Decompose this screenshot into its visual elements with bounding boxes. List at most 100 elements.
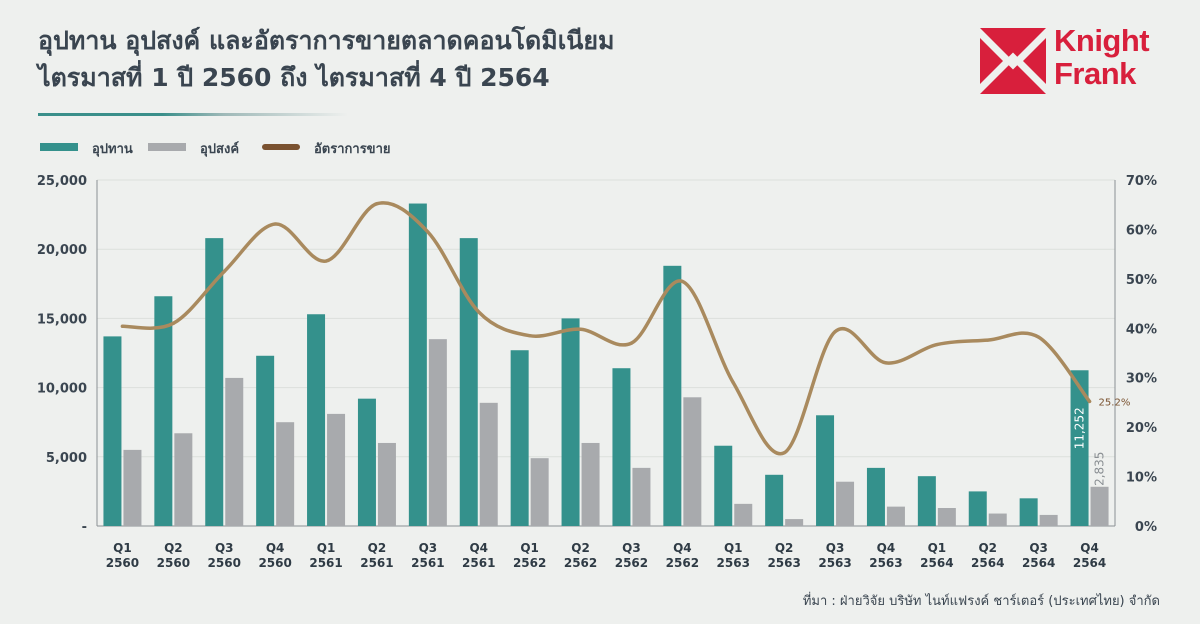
legend-swatch-demand	[148, 143, 186, 151]
x-tick-label-year: 2562	[666, 556, 699, 570]
x-tick-label-quarter: Q4	[266, 541, 285, 555]
source-note: ที่มา : ฝ่ายวิจัย บริษัท ไนท์แฟรงค์ ชาร์…	[802, 594, 1160, 609]
bar-demand	[225, 377, 244, 526]
bar-demand	[530, 458, 549, 526]
knight-frank-logo-text: Knight Frank	[1054, 23, 1150, 90]
x-tick-label-quarter: Q4	[1080, 541, 1099, 555]
y-right-tick-label: 30%	[1126, 372, 1157, 387]
x-tick-label-year: 2564	[920, 556, 953, 570]
knight-frank-logo: Knight Frank	[980, 23, 1170, 98]
bar-supply	[256, 355, 275, 526]
y-right-tick-label: 0%	[1135, 520, 1157, 535]
x-tick-label-quarter: Q3	[215, 541, 234, 555]
y-left-tick-label: 20,000	[37, 243, 87, 258]
point-sales-rate	[477, 310, 481, 314]
legend-swatch-supply	[40, 143, 78, 151]
x-tick-label-year: 2561	[309, 556, 342, 570]
x-tick-label-year: 2563	[767, 556, 800, 570]
title-underline	[38, 113, 348, 116]
x-tick-label-year: 2563	[717, 556, 750, 570]
x-tick-label-quarter: Q4	[469, 541, 488, 555]
point-sales-rate	[222, 269, 226, 274]
x-tick-label-year: 2561	[360, 556, 393, 570]
bar-supply	[561, 318, 580, 526]
y-right-tick-label: 60%	[1126, 223, 1157, 238]
bar-demand	[1090, 486, 1109, 526]
point-sales-rate	[273, 222, 277, 226]
bar-supply	[663, 265, 682, 526]
point-sales-rate	[935, 342, 939, 347]
y-left-tick-label: 5,000	[46, 451, 87, 466]
point-sales-rate	[629, 341, 634, 345]
bar-demand	[988, 513, 1007, 526]
point-sales-rate	[375, 202, 379, 206]
x-tick-label-quarter: Q4	[673, 541, 692, 555]
y-right-tick-label: 40%	[1126, 322, 1157, 337]
x-tick-label-quarter: Q1	[317, 541, 336, 555]
x-tick-label-year: 2562	[564, 556, 597, 570]
point-sales-rate	[120, 324, 125, 328]
bar-supply	[459, 238, 478, 527]
y-left-tick-label: 15,000	[37, 312, 87, 327]
x-tick-label-year: 2563	[818, 556, 851, 570]
point-sales-rate	[578, 327, 583, 331]
x-tick-label-quarter: Q2	[978, 541, 997, 555]
bar-demand	[632, 467, 651, 526]
logo-line1: Knight	[1054, 23, 1150, 58]
bar-demand	[937, 508, 956, 526]
x-tick-label-year: 2561	[411, 556, 444, 570]
bar-supply	[714, 445, 733, 526]
bar-demand	[123, 449, 142, 526]
legend-swatch-rate	[262, 144, 300, 150]
point-sales-rate	[1087, 399, 1092, 404]
y-right-tick-label: 50%	[1126, 273, 1157, 288]
bar-supply	[1070, 370, 1089, 526]
bar-supply	[866, 467, 885, 526]
x-tick-label-year: 2564	[1073, 556, 1106, 570]
bar-demand	[836, 481, 855, 526]
bar-demand	[327, 413, 346, 526]
bar-supply	[307, 314, 326, 526]
bar-supply	[816, 415, 835, 526]
bar-supply	[765, 474, 784, 526]
bar-demand	[479, 402, 498, 526]
bar-supply	[357, 398, 376, 526]
bar-supply	[408, 203, 427, 526]
x-tick-label-quarter: Q2	[164, 541, 183, 555]
y-left-tick-label: 10,000	[37, 382, 87, 397]
x-tick-label-year: 2560	[106, 556, 139, 570]
x-tick-label-year: 2564	[1022, 556, 1055, 570]
x-tick-label-year: 2560	[258, 556, 291, 570]
x-tick-label-quarter: Q2	[571, 541, 590, 555]
x-tick-label-quarter: Q2	[368, 541, 387, 555]
x-tick-label-quarter: Q1	[113, 541, 132, 555]
point-sales-rate	[528, 334, 532, 338]
y-left-tick-label: -	[82, 520, 87, 535]
y-left-tick-label: 25,000	[37, 174, 87, 189]
legend-label-supply: อุปทาน	[92, 142, 133, 157]
data-label-demand-last: 2,835	[1093, 452, 1107, 486]
x-tick-label-quarter: Q1	[928, 541, 947, 555]
bar-supply	[103, 336, 122, 526]
point-sales-rate	[680, 279, 684, 283]
bar-demand	[174, 433, 193, 526]
y-right-tick-label: 10%	[1126, 471, 1157, 486]
point-sales-rate	[171, 321, 175, 325]
x-tick-label-quarter: Q3	[419, 541, 438, 555]
x-tick-label-year: 2561	[462, 556, 495, 570]
x-tick-label-quarter: Q3	[622, 541, 641, 555]
x-tick-label-quarter: Q3	[826, 541, 845, 555]
point-sales-rate	[833, 330, 837, 334]
chart-title-line1: อุปทาน อุปสงค์ และอัตราการขายตลาดคอนโดมิ…	[38, 26, 615, 55]
bar-supply	[612, 368, 631, 526]
bar-demand	[886, 506, 905, 526]
x-tick-label-quarter: Q3	[1029, 541, 1048, 555]
legend-label-demand: อุปสงค์	[200, 142, 240, 157]
bar-demand	[581, 442, 600, 526]
bar-demand	[785, 519, 804, 526]
x-tick-label-year: 2562	[513, 556, 546, 570]
x-tick-label-quarter: Q1	[520, 541, 539, 555]
bar-demand	[683, 397, 702, 526]
bar-supply	[510, 350, 529, 526]
point-sales-rate	[426, 230, 430, 234]
